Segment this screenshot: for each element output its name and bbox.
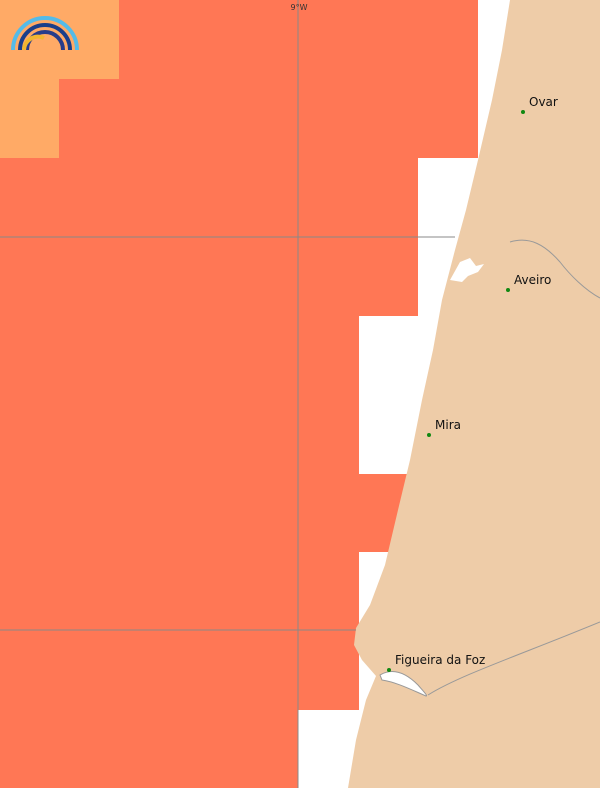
land <box>348 0 600 788</box>
place-label: Figueira da Foz <box>395 653 485 667</box>
grid-label: 9°W <box>291 3 308 12</box>
place-label: Aveiro <box>514 273 551 287</box>
coast-line <box>427 621 600 696</box>
lagoon <box>450 258 484 282</box>
estuary <box>379 671 427 697</box>
logo <box>11 16 79 51</box>
place-dot <box>427 433 431 437</box>
place-dot <box>506 288 510 292</box>
place-dot <box>387 668 391 672</box>
place-label: Ovar <box>529 95 558 109</box>
place-dot <box>521 110 525 114</box>
sea-cells <box>0 0 478 788</box>
place-label: Mira <box>435 418 461 432</box>
river <box>509 239 600 299</box>
